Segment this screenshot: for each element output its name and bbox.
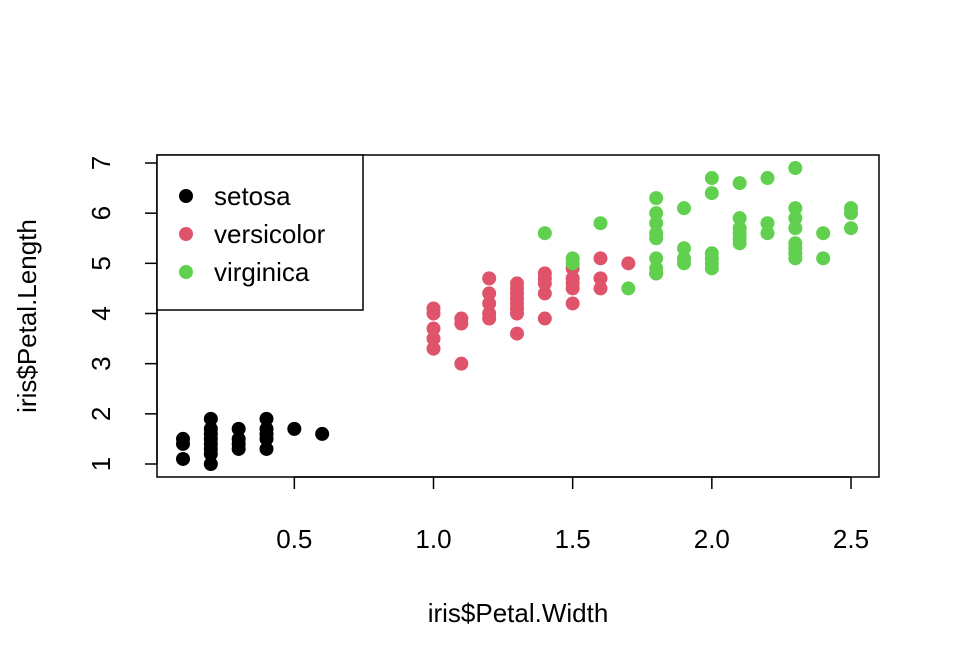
point-versicolor-13 bbox=[510, 326, 524, 341]
series-setosa bbox=[176, 411, 330, 471]
point-versicolor-0 bbox=[426, 341, 441, 356]
legend: setosa versicolor virginica bbox=[156, 154, 364, 311]
point-versicolor-4 bbox=[426, 301, 441, 316]
point-virginica-37 bbox=[788, 211, 803, 226]
point-versicolor-20 bbox=[510, 276, 524, 291]
point-virginica-38 bbox=[788, 201, 803, 216]
series-versicolor bbox=[426, 251, 664, 371]
legend-marker-versicolor bbox=[179, 227, 193, 241]
point-versicolor-12 bbox=[482, 271, 497, 286]
point-setosa-18 bbox=[259, 421, 274, 436]
point-virginica-3 bbox=[593, 216, 608, 231]
point-setosa-21 bbox=[315, 426, 330, 441]
point-setosa-9 bbox=[203, 421, 218, 436]
point-setosa-3 bbox=[203, 457, 218, 471]
point-virginica-27 bbox=[732, 211, 747, 226]
point-virginica-4 bbox=[621, 281, 636, 296]
point-versicolor-9 bbox=[482, 306, 497, 321]
point-virginica-0 bbox=[537, 226, 552, 241]
point-versicolor-26 bbox=[565, 296, 580, 311]
point-virginica-7 bbox=[649, 251, 664, 266]
y-tick-label-4: 5 bbox=[86, 256, 116, 270]
point-virginica-11 bbox=[649, 206, 664, 221]
point-versicolor-7 bbox=[454, 311, 469, 326]
x-axis: 0.5 1.0 1.5 2.0 2.5 bbox=[276, 476, 869, 554]
legend-label-virginica: virginica bbox=[214, 257, 310, 287]
x-tick-label-1: 1.0 bbox=[415, 524, 451, 554]
point-setosa-19 bbox=[259, 411, 274, 426]
x-tick-label-2: 1.5 bbox=[555, 524, 591, 554]
point-virginica-28 bbox=[732, 176, 747, 191]
point-versicolor-21 bbox=[537, 311, 552, 326]
y-tick-label-2: 3 bbox=[86, 356, 116, 370]
point-virginica-2 bbox=[565, 251, 580, 266]
point-versicolor-25 bbox=[537, 266, 552, 281]
x-tick-label-0: 0.5 bbox=[276, 524, 312, 554]
point-virginica-20 bbox=[704, 246, 719, 261]
y-tick-label-0: 1 bbox=[86, 457, 116, 471]
point-setosa-14 bbox=[231, 421, 246, 436]
legend-marker-virginica bbox=[179, 265, 193, 279]
y-axis: 1 2 3 4 5 6 7 bbox=[86, 156, 158, 471]
point-versicolor-34 bbox=[621, 256, 636, 271]
point-versicolor-2 bbox=[426, 321, 441, 336]
point-virginica-15 bbox=[677, 241, 691, 256]
x-axis-title: iris$Petal.Width bbox=[428, 598, 609, 628]
point-virginica-31 bbox=[760, 171, 775, 186]
point-versicolor-29 bbox=[565, 271, 580, 286]
points-layer bbox=[176, 161, 858, 471]
point-virginica-12 bbox=[649, 191, 664, 206]
series-virginica bbox=[537, 161, 858, 296]
y-tick-label-3: 4 bbox=[86, 306, 116, 320]
point-versicolor-10 bbox=[482, 296, 497, 311]
y-tick-label-5: 6 bbox=[86, 206, 116, 220]
point-versicolor-32 bbox=[593, 271, 608, 286]
legend-label-versicolor: versicolor bbox=[214, 219, 326, 249]
point-versicolor-31 bbox=[593, 281, 608, 296]
point-setosa-20 bbox=[287, 421, 302, 436]
y-tick-label-1: 2 bbox=[86, 407, 116, 421]
point-versicolor-22 bbox=[537, 286, 552, 301]
point-versicolor-1 bbox=[426, 331, 441, 346]
point-virginica-26 bbox=[732, 221, 747, 236]
point-virginica-9 bbox=[649, 226, 664, 241]
y-axis-title: iris$Petal.Length bbox=[12, 219, 42, 413]
point-setosa-0 bbox=[176, 451, 190, 466]
point-virginica-39 bbox=[788, 161, 803, 176]
legend-marker-setosa bbox=[179, 189, 193, 203]
point-versicolor-11 bbox=[482, 286, 497, 301]
y-tick-label-6: 7 bbox=[86, 156, 116, 170]
point-virginica-10 bbox=[649, 216, 664, 231]
point-virginica-29 bbox=[760, 226, 775, 241]
point-virginica-41 bbox=[816, 226, 831, 241]
point-virginica-6 bbox=[649, 261, 664, 276]
point-virginica-14 bbox=[677, 251, 691, 266]
x-tick-label-4: 2.5 bbox=[833, 524, 869, 554]
point-virginica-36 bbox=[788, 221, 803, 236]
point-versicolor-5 bbox=[454, 356, 469, 371]
legend-label-setosa: setosa bbox=[214, 181, 291, 211]
point-virginica-16 bbox=[677, 201, 691, 216]
point-virginica-35 bbox=[788, 236, 803, 251]
point-virginica-21 bbox=[704, 186, 719, 201]
point-setosa-13 bbox=[231, 431, 246, 446]
point-virginica-44 bbox=[844, 201, 858, 216]
point-virginica-30 bbox=[760, 216, 775, 231]
point-setosa-10 bbox=[203, 411, 218, 426]
point-virginica-40 bbox=[816, 251, 831, 266]
point-versicolor-33 bbox=[593, 251, 608, 266]
point-setosa-2 bbox=[176, 431, 190, 446]
point-virginica-42 bbox=[844, 221, 858, 236]
point-setosa-15 bbox=[259, 441, 274, 456]
point-virginica-22 bbox=[704, 171, 719, 186]
x-tick-label-3: 2.0 bbox=[694, 524, 730, 554]
